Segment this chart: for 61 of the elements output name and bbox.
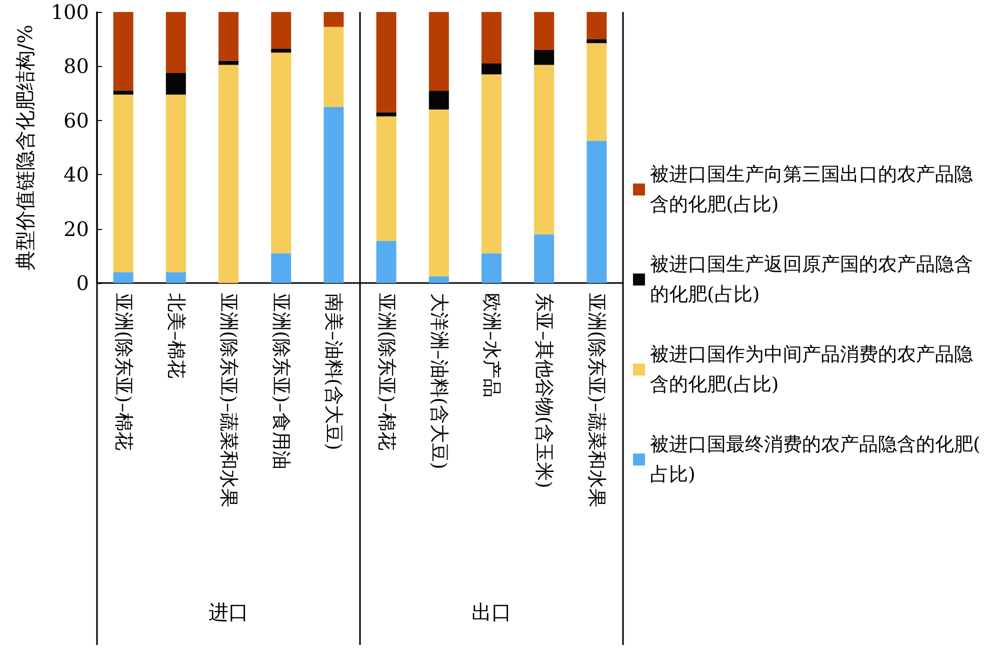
legend-label: 被进口国作为中间产品消费的农产品隐含的化肥(占比) bbox=[650, 344, 973, 396]
bar bbox=[271, 52, 292, 254]
y-tick-label: 100 bbox=[50, 0, 89, 24]
x-tick-label: 亚洲(除东亚)–棉花 bbox=[375, 293, 398, 450]
y-tick-label: 0 bbox=[76, 271, 89, 295]
bar bbox=[482, 12, 502, 64]
x-tick-label: 亚洲(除东亚)–食用油 bbox=[270, 293, 292, 470]
bar bbox=[271, 253, 292, 283]
bar bbox=[586, 43, 607, 141]
bar bbox=[113, 94, 134, 272]
bar bbox=[482, 253, 502, 283]
x-tick-label: 亚洲(除东亚)–棉花 bbox=[112, 293, 134, 450]
bar bbox=[428, 90, 449, 110]
bar bbox=[428, 12, 449, 91]
bar bbox=[376, 116, 396, 241]
bar bbox=[166, 272, 186, 283]
x-tick-label: 北美–棉花 bbox=[164, 293, 187, 378]
bar bbox=[218, 60, 238, 65]
y-tick-label: 40 bbox=[64, 162, 89, 187]
bar bbox=[482, 74, 502, 254]
bar bbox=[218, 64, 238, 283]
bar bbox=[324, 12, 344, 27]
legend-label: 被进口国生产返回原产国的农产品隐含的化肥(占比) bbox=[650, 254, 973, 306]
x-tick-label: 亚洲(除东亚)–蔬菜和水果 bbox=[586, 293, 608, 508]
bar bbox=[376, 112, 396, 116]
bar bbox=[376, 12, 396, 112]
bar bbox=[271, 48, 292, 53]
bar bbox=[166, 72, 186, 95]
legend-label: 被进口国最终消费的农产品隐含的化肥(占比) bbox=[650, 434, 980, 486]
x-tick-label: 南美–油料(含大豆) bbox=[322, 293, 345, 450]
bar bbox=[586, 12, 607, 40]
bar bbox=[534, 12, 554, 50]
bar bbox=[586, 140, 607, 283]
bar bbox=[271, 12, 292, 49]
bar bbox=[482, 63, 502, 74]
bar bbox=[324, 106, 344, 283]
y-tick-label: 60 bbox=[64, 108, 89, 132]
bar bbox=[534, 64, 554, 234]
bar bbox=[113, 272, 134, 283]
bar bbox=[428, 276, 449, 283]
bar bbox=[218, 12, 238, 61]
bar bbox=[113, 90, 134, 95]
x-tick-label: 欧洲–水产品 bbox=[480, 293, 502, 398]
y-tick-label: 80 bbox=[64, 54, 89, 78]
y-axis-title: 典型价值链隐含化肥结构/% bbox=[13, 24, 37, 270]
bar bbox=[166, 94, 186, 272]
bar bbox=[166, 12, 186, 73]
x-tick-label: 亚洲(除东亚)–蔬菜和水果 bbox=[218, 293, 240, 508]
text: 出口 bbox=[472, 600, 512, 624]
x-tick-label: 大洋洲–油料(含大豆) bbox=[428, 293, 450, 470]
bar bbox=[534, 50, 554, 65]
legend-label: 被进口国生产向第三国出口的农产品隐含的化肥(占比) bbox=[650, 164, 973, 216]
bar bbox=[113, 12, 134, 91]
x-tick-label: 东亚–其他谷物(含玉米) bbox=[533, 293, 556, 488]
bar bbox=[376, 240, 396, 283]
bar bbox=[534, 234, 554, 283]
bar bbox=[428, 110, 449, 276]
y-tick-label: 20 bbox=[64, 216, 89, 241]
bar bbox=[586, 39, 607, 44]
text: 进口 bbox=[208, 600, 248, 624]
bar bbox=[324, 26, 344, 107]
